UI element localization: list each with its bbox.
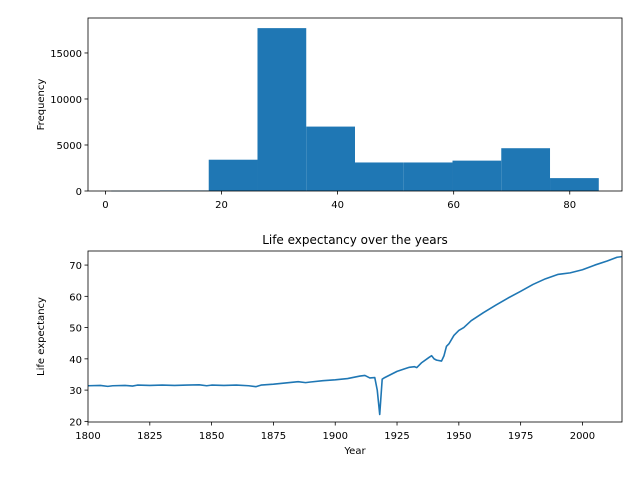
line-x-tick-label: 1850 [199,431,224,442]
line-y-tick-label: 50 [69,324,82,335]
hist-y-axis-label: Frequency [36,79,47,131]
hist-y-tick-label: 15000 [50,49,82,60]
hist-x-tick-label: 20 [215,200,228,211]
hist-y-tick-label: 5000 [57,141,82,152]
line-x-tick-label: 2000 [570,431,595,442]
line-axes-frame [87,250,623,423]
histogram-bar [208,159,258,191]
histogram-bar [403,162,453,191]
line-y-tick-label: 30 [69,386,82,397]
hist-x-tick-label: 80 [563,200,576,211]
histogram-bar [501,148,551,191]
line-x-tick-label: 1875 [261,431,286,442]
histogram-bar [257,28,307,191]
line-x-tick-label: 1925 [384,431,409,442]
line-chart-panel: 1800 1825 1850 1875 1900 1925 1950 1975 2000 20 30… [36,233,623,457]
line-y-tick-label: 40 [69,355,82,366]
hist-x-tick-label: 0 [102,200,108,211]
line-x-tick-label: 1800 [75,431,100,442]
histogram-bar [452,160,502,191]
hist-x-tick-label: 40 [331,200,344,211]
hist-axes-frame [87,17,623,192]
line-y-tick-label: 60 [69,292,82,303]
histogram-bar [306,126,355,191]
line-y-tick-label: 20 [69,417,82,428]
line-x-tick-label: 1900 [322,431,347,442]
histogram-bar [550,178,599,191]
line-x-tick-label: 1975 [508,431,533,442]
histogram-bar [355,162,404,191]
hist-y-tick-label: 10000 [50,95,82,106]
line-title: Life expectancy over the years [262,233,448,247]
line-y-tick-label: 70 [69,261,82,272]
hist-y-tick-label: 0 [76,187,82,198]
line-x-tick-label: 1825 [137,431,162,442]
line-y-axis-label: Life expectancy [36,297,47,376]
line-x-axis-label: Year [343,446,366,457]
line-x-tick-label: 1950 [446,431,471,442]
hist-x-tick-label: 60 [447,200,460,211]
life-expectancy-line [87,255,623,416]
histogram-panel: 0 20 40 60 80 0 5000 10000 15000 Frequency [36,17,623,211]
